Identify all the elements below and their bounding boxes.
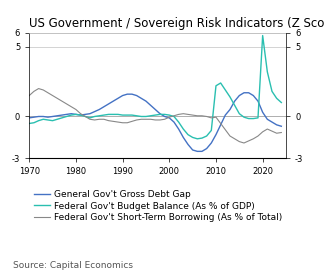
General Gov't Gross Debt Gap — [242, 91, 246, 94]
Federal Gov't Short-Term Borrowing (As % of Total) — [60, 99, 64, 103]
Federal Gov't Short-Term Borrowing (As % of Total) — [280, 131, 283, 134]
General Gov't Gross Debt Gap — [280, 124, 283, 128]
General Gov't Gross Debt Gap — [27, 116, 31, 120]
Federal Gov't Budget Balance (As % of GDP) — [256, 116, 260, 120]
Federal Gov't Budget Balance (As % of GDP) — [55, 118, 59, 121]
Line: General Gov't Gross Debt Gap: General Gov't Gross Debt Gap — [29, 93, 281, 151]
Federal Gov't Short-Term Borrowing (As % of Total) — [93, 118, 97, 121]
Line: Federal Gov't Budget Balance (As % of GDP): Federal Gov't Budget Balance (As % of GD… — [29, 35, 281, 139]
General Gov't Gross Debt Gap — [195, 150, 199, 153]
Federal Gov't Budget Balance (As % of GDP) — [195, 137, 199, 140]
Text: US Government / Sovereign Risk Indicators (Z Scores): US Government / Sovereign Risk Indicator… — [29, 17, 325, 30]
Federal Gov't Short-Term Borrowing (As % of Total) — [125, 121, 129, 124]
Federal Gov't Budget Balance (As % of GDP) — [121, 114, 124, 117]
Federal Gov't Short-Term Borrowing (As % of Total) — [275, 132, 279, 135]
Federal Gov't Short-Term Borrowing (As % of Total) — [27, 94, 31, 97]
General Gov't Gross Debt Gap — [74, 113, 78, 116]
Line: Federal Gov't Short-Term Borrowing (As % of Total): Federal Gov't Short-Term Borrowing (As %… — [29, 88, 281, 143]
General Gov't Gross Debt Gap — [88, 112, 92, 115]
Federal Gov't Short-Term Borrowing (As % of Total) — [37, 87, 41, 90]
Federal Gov't Short-Term Borrowing (As % of Total) — [79, 112, 83, 115]
Federal Gov't Budget Balance (As % of GDP) — [27, 122, 31, 125]
Federal Gov't Budget Balance (As % of GDP) — [280, 101, 283, 104]
General Gov't Gross Debt Gap — [275, 123, 279, 126]
General Gov't Gross Debt Gap — [121, 94, 124, 97]
Federal Gov't Budget Balance (As % of GDP) — [88, 116, 92, 120]
General Gov't Gross Debt Gap — [55, 114, 59, 117]
Text: Source: Capital Economics: Source: Capital Economics — [13, 261, 133, 270]
Legend: General Gov't Gross Debt Gap, Federal Gov't Budget Balance (As % of GDP), Federa: General Gov't Gross Debt Gap, Federal Go… — [34, 191, 282, 222]
General Gov't Gross Debt Gap — [261, 111, 265, 114]
Federal Gov't Budget Balance (As % of GDP) — [261, 34, 265, 37]
Federal Gov't Short-Term Borrowing (As % of Total) — [261, 130, 265, 133]
Federal Gov't Budget Balance (As % of GDP) — [74, 113, 78, 116]
Federal Gov't Budget Balance (As % of GDP) — [275, 97, 279, 100]
Federal Gov't Short-Term Borrowing (As % of Total) — [242, 141, 246, 145]
